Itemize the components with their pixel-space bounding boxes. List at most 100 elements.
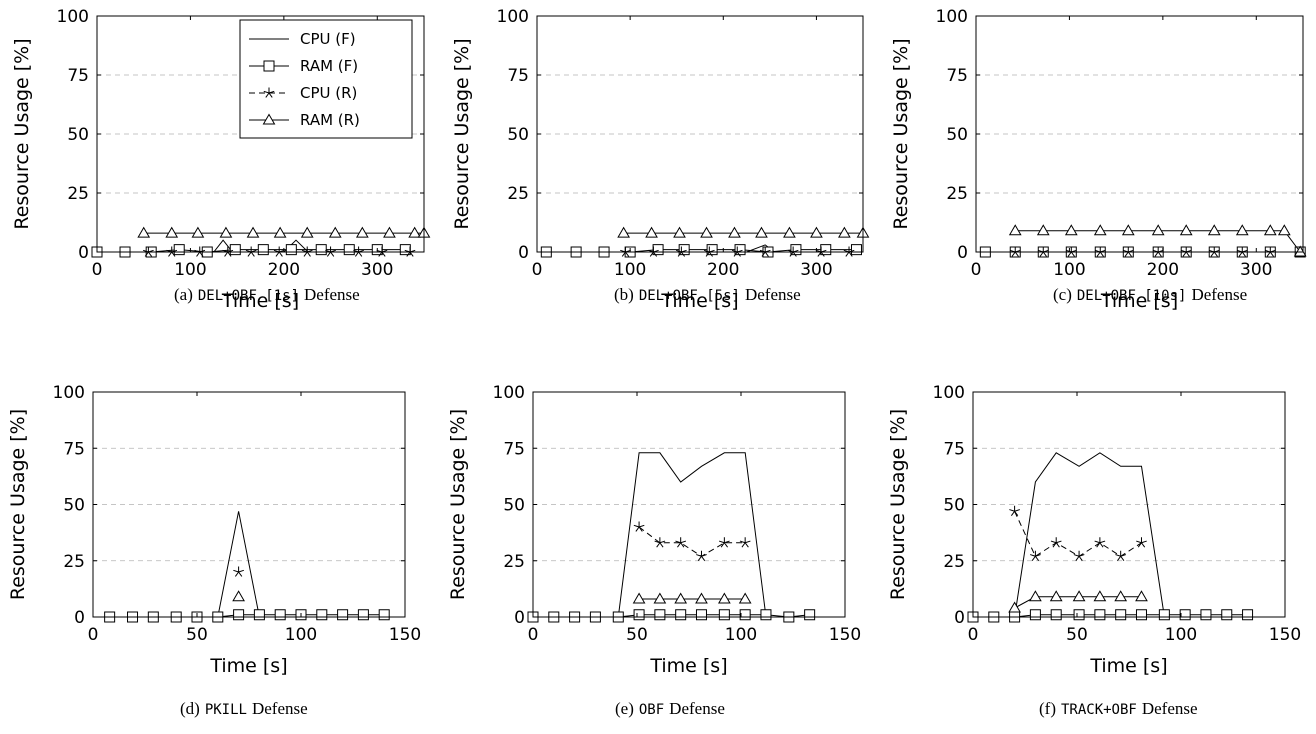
x-tick-label: 0 <box>968 625 979 645</box>
data-point-ram-f <box>358 610 368 620</box>
x-tick-label: 50 <box>186 625 208 645</box>
data-point-ram-f <box>676 610 686 620</box>
data-point-cpu-r <box>655 537 665 547</box>
x-tick-label: 100 <box>1053 260 1085 280</box>
data-point-ram-r <box>275 228 286 238</box>
panel-caption: (c) DEL+OBF [10s] Defense <box>1053 285 1247 304</box>
data-point-cpu-r <box>325 247 335 257</box>
data-point-ram-r <box>357 228 368 238</box>
data-point-ram-f <box>344 245 354 255</box>
panel-caption: (b) DEL+OBF [5s] Defense <box>614 285 801 304</box>
data-point-ram-r <box>1265 225 1276 235</box>
y-tick-label: 100 <box>497 7 529 27</box>
x-axis-label: Time [s] <box>649 655 727 677</box>
caption-code: DEL+OBF [5s] <box>639 288 740 304</box>
data-point-ram-r <box>409 228 420 238</box>
chart-panel-f: 0 50 100 150 0 25 50 75 100 Time [s] Resource Usag… <box>887 383 1301 718</box>
caption-code: DEL+OBF [1s] <box>198 288 299 304</box>
x-axis-label: Time [s] <box>1089 655 1167 677</box>
data-point-ram-r <box>1237 225 1248 235</box>
data-point-cpu-r <box>740 537 750 547</box>
data-point-cpu-r <box>1115 551 1125 561</box>
data-point-ram-r <box>618 228 629 238</box>
series-line-cpu-f <box>973 453 1248 617</box>
data-point-ram-f <box>805 610 815 620</box>
caption-tag: (d) <box>180 699 200 718</box>
y-tick-label: 100 <box>936 7 968 27</box>
data-point-ram-f <box>761 610 771 620</box>
y-axis-label: Resource Usage [%] <box>890 38 912 229</box>
caption-tag: (c) <box>1053 285 1072 304</box>
data-point-ram-f <box>1159 610 1169 620</box>
series-line-cpu-r <box>1015 511 1142 556</box>
legend-label: RAM (F) <box>300 57 358 75</box>
x-tick-label: 100 <box>1165 625 1197 645</box>
y-tick-label: 25 <box>503 552 525 572</box>
caption-tag: (e) <box>615 699 634 718</box>
data-point-ram-f <box>1180 610 1190 620</box>
y-tick-label: 25 <box>507 184 529 204</box>
caption-code: TRACK+OBF <box>1061 702 1137 718</box>
x-tick-label: 300 <box>361 260 393 280</box>
caption-code: OBF <box>639 702 664 718</box>
y-axis-label: Resource Usage [%] <box>887 409 909 600</box>
chart-panel-e: 0 50 100 1500255075100Time [s]Resource Usag… <box>447 383 861 718</box>
data-point-ram-f <box>254 610 264 620</box>
data-point-ram-f <box>1136 610 1146 620</box>
panel-caption: (f) TRACK+OBF Defense <box>1039 699 1198 718</box>
data-point-ram-f <box>258 245 268 255</box>
data-point-ram-f <box>379 610 389 620</box>
data-point-ram-r <box>1115 591 1126 601</box>
data-point-ram-r <box>1095 225 1106 235</box>
caption-rest: Defense <box>745 285 801 304</box>
caption-rest: Defense <box>252 699 308 718</box>
y-tick-label: 50 <box>943 496 965 516</box>
data-point-ram-f <box>286 245 296 255</box>
x-tick-label: 0 <box>532 260 543 280</box>
data-point-cpu-r <box>274 247 284 257</box>
y-tick-label: 75 <box>943 439 965 459</box>
panel-caption: (e) OBF Defense <box>615 699 725 718</box>
y-tick-label: 50 <box>67 125 89 145</box>
y-tick-label: 25 <box>67 184 89 204</box>
caption-rest: Defense <box>1191 285 1247 304</box>
data-point-ram-f <box>1095 610 1105 620</box>
data-point-ram-f <box>275 610 285 620</box>
data-point-ram-r <box>1030 591 1041 601</box>
data-point-ram-f <box>1074 610 1084 620</box>
legend-label: CPU (R) <box>300 84 357 102</box>
x-tick-label: 50 <box>626 625 648 645</box>
y-tick-label: 50 <box>63 496 85 516</box>
caption-rest: Defense <box>1142 699 1198 718</box>
data-point-ram-r <box>233 591 244 601</box>
data-point-ram-r <box>1010 225 1021 235</box>
legend-label: RAM (R) <box>300 111 360 129</box>
data-point-cpu-r <box>696 551 706 561</box>
data-point-ram-r <box>674 228 685 238</box>
data-point-ram-f <box>338 610 348 620</box>
data-point-ram-r <box>1123 225 1134 235</box>
y-tick-label: 0 <box>74 608 85 628</box>
x-tick-label: 0 <box>92 260 103 280</box>
caption-tag: (b) <box>614 285 634 304</box>
x-tick-label: 100 <box>174 260 206 280</box>
data-point-cpu-r <box>233 567 243 577</box>
x-tick-label: 150 <box>1269 625 1301 645</box>
y-tick-label: 50 <box>946 125 968 145</box>
data-point-ram-r <box>1094 591 1105 601</box>
y-tick-label: 100 <box>933 383 965 403</box>
x-tick-label: 200 <box>707 260 739 280</box>
data-point-ram-r <box>675 594 686 604</box>
y-tick-label: 25 <box>946 184 968 204</box>
data-point-ram-f <box>1051 610 1061 620</box>
y-axis-label: Resource Usage [%] <box>447 409 469 600</box>
data-point-ram-r <box>1279 225 1290 235</box>
data-point-ram-r <box>701 228 712 238</box>
data-point-ram-f <box>234 610 244 620</box>
legend-label: CPU (F) <box>300 30 356 48</box>
data-point-ram-f <box>719 610 729 620</box>
panel-caption: (a) DEL+OBF [1s] Defense <box>174 285 360 304</box>
x-tick-label: 0 <box>971 260 982 280</box>
data-point-cpu-r <box>353 247 363 257</box>
y-tick-label: 25 <box>63 552 85 572</box>
